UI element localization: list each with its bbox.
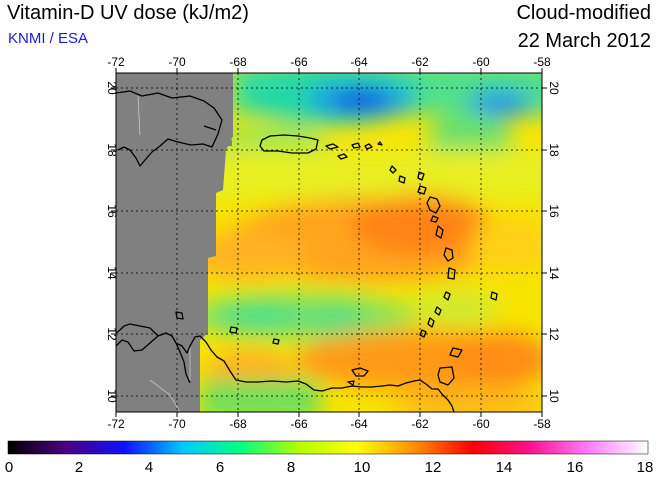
lat-label: 12 [547,327,561,341]
lon-label: -58 [533,417,551,431]
lon-label: -58 [533,55,551,69]
lat-label: 20 [105,81,119,95]
product-label: Cloud-modified [516,2,651,24]
lat-labels-right: 10 12 14 16 18 20 [547,81,561,403]
colorbar-label: 0 [5,459,13,476]
map-date: 22 March 2012 [517,30,651,52]
colorbar-label: 8 [287,459,295,476]
lon-label: -64 [350,55,368,69]
lat-label: 10 [547,389,561,403]
lon-label: -64 [350,417,368,431]
lat-label: 12 [105,327,119,341]
colorbar-label: 12 [425,459,442,476]
lon-label: -66 [290,417,308,431]
dose-field [116,73,542,412]
lon-label: -72 [107,55,125,69]
lat-label: 14 [105,266,119,280]
lon-label: -66 [290,55,308,69]
lat-label: 16 [547,204,561,218]
colorbar-label: 16 [567,459,584,476]
map-frame [115,72,543,413]
lat-label: 18 [547,143,561,157]
lon-label: -68 [229,55,247,69]
colorbar-label: 18 [637,459,654,476]
colorbar-label: 2 [75,459,83,476]
lon-label: -62 [411,417,429,431]
colorbar-labels: 0 2 4 6 8 10 12 14 16 18 [5,459,654,476]
coastlines [116,90,498,412]
map-title: Vitamin-D UV dose (kJ/m2) [7,2,249,24]
lon-label: -62 [411,55,429,69]
lat-label: 16 [105,204,119,218]
lon-label: -72 [107,417,125,431]
colorbar-label: 4 [145,459,153,476]
colorbar-label: 14 [496,459,513,476]
colorbar-label: 6 [216,459,224,476]
graticule [116,73,542,412]
tick-marks [111,68,547,417]
data-credit: KNMI / ESA [8,30,89,47]
lon-labels-bottom: -72 -70 -68 -66 -64 -62 -60 -58 [107,417,551,431]
colorbar [7,440,649,455]
lat-labels-left: 10 12 14 16 18 20 [105,81,119,403]
lat-label: 18 [105,143,119,157]
colorbar-label: 10 [354,459,371,476]
lon-label: -60 [472,55,490,69]
lat-label: 20 [547,81,561,95]
lon-label: -68 [229,417,247,431]
lon-label: -70 [168,417,186,431]
lon-label: -70 [168,55,186,69]
lon-label: -60 [472,417,490,431]
lon-labels-top: -72 -70 -68 -66 -64 -62 -60 -58 [107,55,551,69]
lat-label: 14 [547,266,561,280]
lat-label: 10 [105,389,119,403]
